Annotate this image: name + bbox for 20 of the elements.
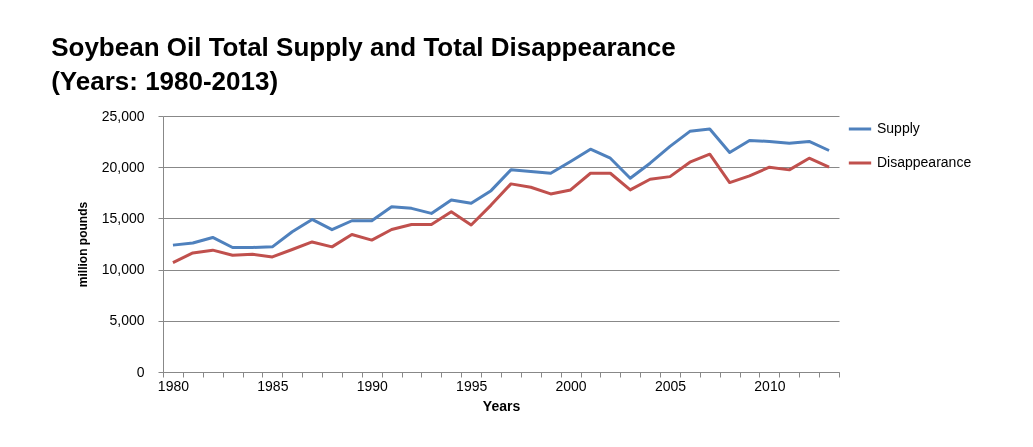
y-tick-label: 20,000	[101, 158, 145, 175]
x-tick-label: 2000	[555, 377, 587, 394]
line-series	[171, 127, 831, 249]
x-tick-label: 1990	[356, 377, 389, 394]
y-axis-title: million pounds	[75, 201, 90, 288]
y-tick-label: 10,000	[101, 261, 145, 278]
y-tick-label: 5,000	[109, 312, 145, 329]
x-tick-label: 1985	[257, 377, 289, 394]
x-tick-label: 2005	[654, 377, 687, 394]
legend-label: Disappearance	[877, 154, 972, 170]
x-tick-label: 1995	[456, 377, 488, 394]
y-tick-label: 15,000	[101, 209, 145, 226]
y-tick-label: 0	[136, 363, 145, 380]
x-tick-label: 2010	[754, 377, 786, 394]
x-axis-title: Years	[482, 397, 521, 414]
line-series	[171, 152, 831, 265]
legend-label: Supply	[877, 120, 920, 136]
chart-title: Soybean Oil Total Supply and Total Disappearance (Years: 1980-2013)	[51, 32, 676, 96]
y-tick-label: 25,000	[101, 107, 145, 124]
x-tick-label: 1980	[157, 377, 190, 394]
